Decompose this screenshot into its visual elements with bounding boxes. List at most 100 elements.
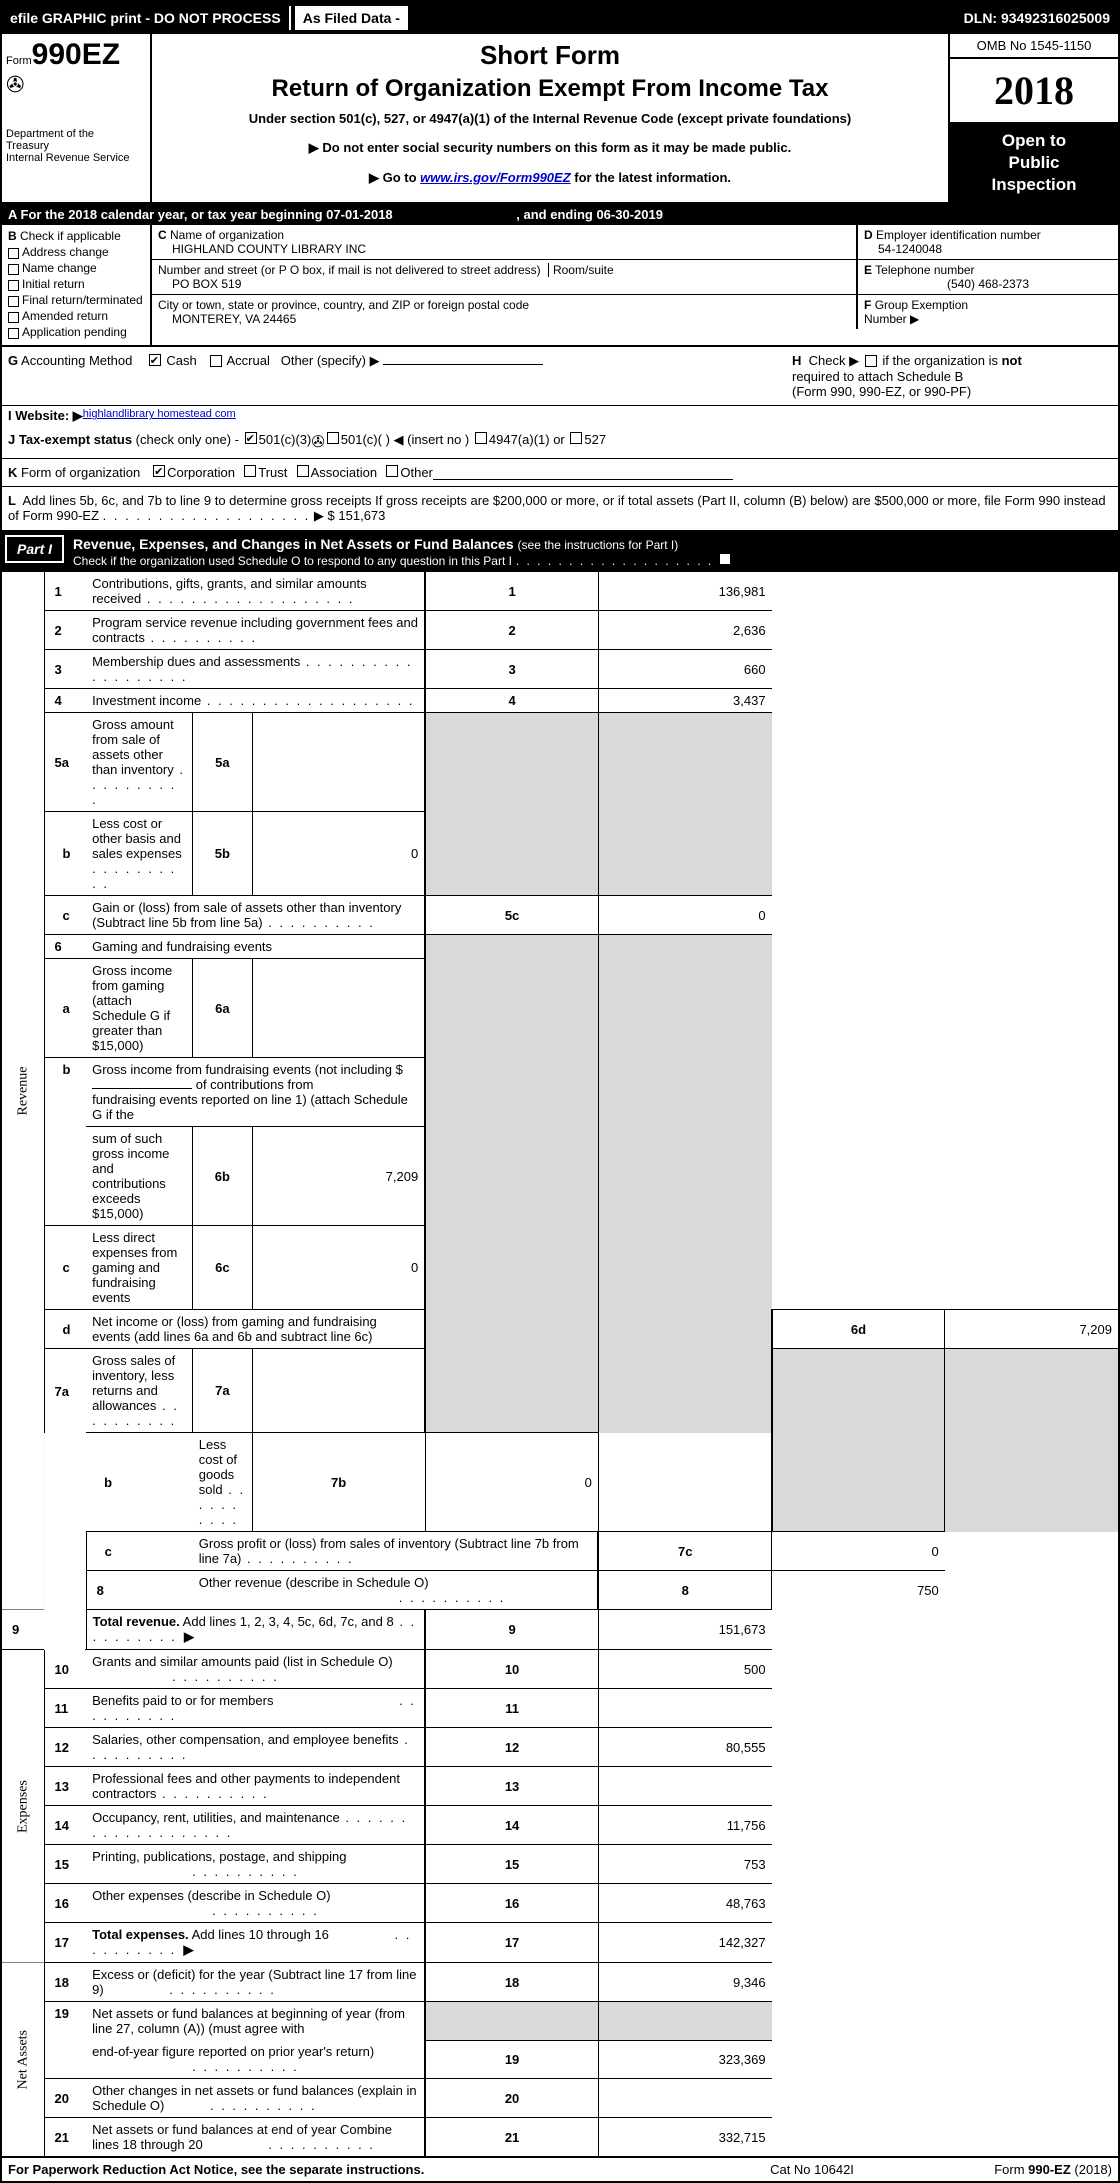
l12-desc: Salaries, other compensation, and employ… bbox=[86, 1728, 425, 1767]
part-1-badge: Part I bbox=[5, 535, 64, 563]
l5b-num: b bbox=[44, 812, 86, 896]
chk-cash[interactable] bbox=[149, 354, 161, 366]
irs-link[interactable]: www.irs.gov/Form990EZ bbox=[420, 170, 571, 185]
l8-cn: 8 bbox=[598, 1571, 771, 1610]
chk-association[interactable] bbox=[297, 465, 309, 477]
l15-cn: 15 bbox=[425, 1845, 598, 1884]
footer-mid: Cat No 10642I bbox=[712, 2162, 912, 2177]
l15-num: 15 bbox=[44, 1845, 86, 1884]
l7c-val: 0 bbox=[772, 1532, 945, 1571]
l1-cn: 1 bbox=[425, 572, 598, 611]
chk-schedule-o[interactable] bbox=[719, 553, 731, 565]
row-j: J Tax-exempt status (check only one) - 5… bbox=[2, 426, 1118, 459]
section-b-label: B bbox=[8, 229, 17, 243]
h-text4: (Form 990, 990-EZ, or 990-PF) bbox=[792, 384, 971, 399]
l4-val: 3,437 bbox=[598, 689, 771, 713]
l6c-num: c bbox=[44, 1226, 86, 1310]
chk-initial-return[interactable]: Initial return bbox=[8, 277, 144, 291]
open-line2: Public bbox=[954, 152, 1114, 174]
f-lbl: Group Exemption bbox=[875, 298, 968, 312]
h-text2: if the organization is bbox=[882, 353, 1001, 368]
l8-val: 750 bbox=[772, 1571, 945, 1610]
side-revenue: Revenue bbox=[2, 572, 44, 1610]
chk-address-change[interactable]: Address change bbox=[8, 245, 144, 259]
l4-num: 4 bbox=[44, 689, 86, 713]
l1-desc: Contributions, gifts, grants, and simila… bbox=[86, 572, 425, 611]
g-other-field[interactable] bbox=[383, 364, 543, 365]
l6b-mv: 7,209 bbox=[252, 1127, 425, 1226]
open-line3: Inspection bbox=[954, 174, 1114, 196]
chk-final-return[interactable]: Final return/terminated bbox=[8, 293, 144, 307]
dept-line3: Internal Revenue Service bbox=[6, 152, 146, 164]
l20-desc: Other changes in net assets or fund bala… bbox=[86, 2079, 425, 2118]
k-other-field[interactable] bbox=[433, 465, 733, 480]
footer: For Paperwork Reduction Act Notice, see … bbox=[2, 2156, 1118, 2181]
instruct-1: ▶ Do not enter social security numbers o… bbox=[162, 140, 938, 156]
chk-amended-return[interactable]: Amended return bbox=[8, 309, 144, 323]
section-c-name: C Name of organization HIGHLAND COUNTY L… bbox=[152, 225, 858, 259]
c-city-lbl: City or town, state or province, country… bbox=[158, 298, 529, 312]
l6d-num: d bbox=[44, 1310, 86, 1349]
l6d-desc: Net income or (loss) from gaming and fun… bbox=[86, 1310, 425, 1349]
l19-val: 323,369 bbox=[598, 2040, 771, 2079]
l5-shade bbox=[425, 713, 598, 896]
l6a-mv bbox=[252, 959, 425, 1058]
f-lbl2: Number ▶ bbox=[864, 312, 919, 326]
l8-num: 8 bbox=[86, 1571, 193, 1610]
d-lbl: Employer identification number bbox=[876, 228, 1041, 242]
l12-cn: 12 bbox=[425, 1728, 598, 1767]
l7-shade bbox=[772, 1349, 945, 1532]
chk-501c[interactable] bbox=[327, 432, 339, 444]
chk-name-change[interactable]: Name change bbox=[8, 261, 144, 275]
chk-501c3[interactable] bbox=[245, 432, 257, 444]
c-addr-lbl: Number and street (or P O box, if mail i… bbox=[158, 263, 541, 277]
l6a-desc: Gross income from gaming (attach Schedul… bbox=[86, 959, 193, 1058]
c-name-lbl: Name of organization bbox=[170, 228, 284, 242]
title-col: Short Form Return of Organization Exempt… bbox=[152, 34, 948, 202]
l7a-mn: 7a bbox=[193, 1349, 252, 1433]
part-1-title: Revenue, Expenses, and Changes in Net As… bbox=[73, 536, 514, 552]
footer-left: For Paperwork Reduction Act Notice, see … bbox=[8, 2162, 712, 2177]
l5c-desc: Gain or (loss) from sale of assets other… bbox=[86, 896, 425, 935]
l7c-cn: 7c bbox=[598, 1532, 771, 1571]
j-paren: (check only one) - bbox=[136, 432, 239, 452]
l2-desc: Program service revenue including govern… bbox=[86, 611, 425, 650]
l14-val: 11,756 bbox=[598, 1806, 771, 1845]
dln: DLN: 93492316025009 bbox=[956, 6, 1118, 30]
chk-corporation[interactable] bbox=[153, 465, 165, 477]
l15-desc: Printing, publications, postage, and shi… bbox=[86, 1845, 425, 1884]
chk-trust[interactable] bbox=[244, 465, 256, 477]
section-b-intro: Check if applicable bbox=[20, 229, 121, 243]
chk-other-org[interactable] bbox=[386, 465, 398, 477]
l11-desc: Benefits paid to or for members bbox=[86, 1689, 425, 1728]
l3-val: 660 bbox=[598, 650, 771, 689]
l21-num: 21 bbox=[44, 2118, 86, 2157]
chk-4947[interactable] bbox=[475, 432, 487, 444]
l7a-num: 7a bbox=[44, 1349, 86, 1433]
l1-num: 1 bbox=[44, 572, 86, 611]
l18-num: 18 bbox=[44, 1963, 86, 2002]
dept-line1: Department of the bbox=[6, 128, 146, 140]
part-1-table: Revenue 1 Contributions, gifts, grants, … bbox=[2, 572, 1118, 2156]
line-a-label: A bbox=[8, 207, 17, 222]
subtitle: Under section 501(c), 527, or 4947(a)(1)… bbox=[162, 111, 938, 126]
website-link[interactable]: highlandlibrary homestead com bbox=[83, 408, 236, 424]
chk-accrual[interactable] bbox=[210, 355, 222, 367]
l3-cn: 3 bbox=[425, 650, 598, 689]
org-addr: PO BOX 519 bbox=[172, 277, 241, 291]
chk-schedule-b[interactable] bbox=[865, 355, 877, 367]
l6b-blank[interactable] bbox=[92, 1088, 192, 1089]
l6a-mn: 6a bbox=[193, 959, 252, 1058]
org-city: MONTEREY, VA 24465 bbox=[172, 312, 296, 326]
instruct-2-post: for the latest information. bbox=[571, 170, 731, 185]
instruct-2-pre: ▶ Go to bbox=[369, 170, 420, 185]
l7b-num: b bbox=[86, 1433, 193, 1532]
chk-application-pending[interactable]: Application pending bbox=[8, 325, 144, 339]
l2-val: 2,636 bbox=[598, 611, 771, 650]
l7c-desc: Gross profit or (loss) from sales of inv… bbox=[193, 1532, 599, 1571]
l14-cn: 14 bbox=[425, 1806, 598, 1845]
l7b-desc: Less cost of goods sold bbox=[193, 1433, 252, 1532]
l17-val: 142,327 bbox=[598, 1923, 771, 1963]
chk-527[interactable] bbox=[570, 432, 582, 444]
l7a-desc: Gross sales of inventory, less returns a… bbox=[86, 1349, 193, 1433]
